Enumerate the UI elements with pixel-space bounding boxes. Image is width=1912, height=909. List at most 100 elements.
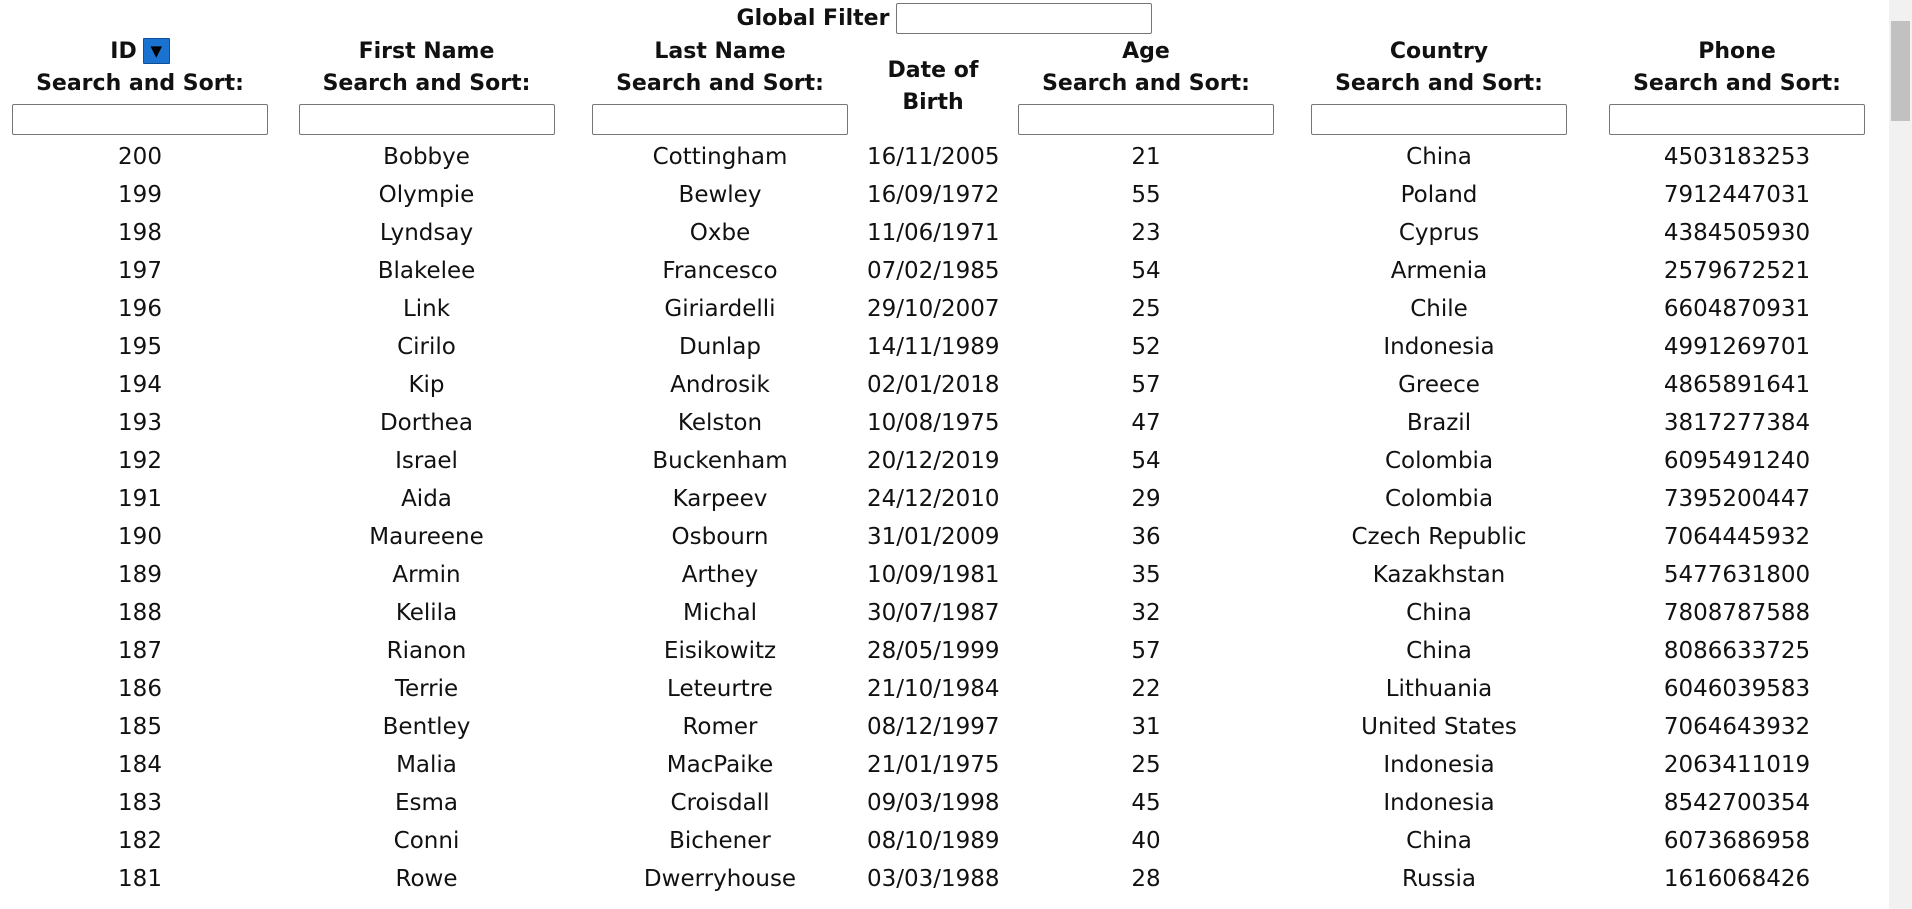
- cell-country: Armenia: [1390, 258, 1488, 284]
- column-header-id: ID ▼ Search and Sort:: [0, 36, 280, 138]
- cell-first-name: Link: [402, 296, 451, 322]
- cell-first-name: Aida: [401, 486, 452, 512]
- cell-phone: 3817277384: [1663, 410, 1811, 436]
- cell-first-name: Olympie: [378, 182, 475, 208]
- column-title-date-of-birth-line2: Birth: [902, 90, 964, 115]
- search-input-last-name[interactable]: [592, 104, 848, 135]
- cell-age: 47: [1131, 410, 1161, 436]
- column-header-last-name[interactable]: Last Name Search and Sort:: [573, 36, 867, 138]
- search-input-phone[interactable]: [1609, 104, 1865, 135]
- cell-date-of-birth: 16/11/2005: [867, 144, 1000, 170]
- cell-country: Greece: [1398, 372, 1480, 398]
- table-row: 200 Bobbye Cottingham 16/11/2005 21 China 4503…: [0, 138, 1889, 176]
- vertical-scrollbar[interactable]: [1889, 0, 1912, 909]
- cell-id: 185: [118, 714, 162, 740]
- table-row: 191 Aida Karpeev 24/12/2010 29 Colombia 739520…: [0, 480, 1889, 518]
- cell-country: Cyprus: [1398, 220, 1480, 246]
- cell-date-of-birth: 16/09/1972: [867, 182, 1000, 208]
- column-header-date-of-birth[interactable]: Date of Birth: [867, 36, 999, 138]
- cell-phone: 4384505930: [1663, 220, 1811, 246]
- cell-last-name: Dunlap: [679, 334, 761, 360]
- column-header-age[interactable]: Age Search and Sort:: [999, 36, 1293, 138]
- cell-last-name: Giriardelli: [664, 296, 776, 322]
- cell-date-of-birth: 08/10/1989: [867, 828, 1000, 854]
- cell-id: 189: [118, 562, 162, 588]
- cell-id: 199: [118, 182, 162, 208]
- cell-phone: 2579672521: [1663, 258, 1811, 284]
- cell-id: 198: [118, 220, 162, 246]
- cell-id: 192: [118, 448, 162, 474]
- cell-first-name: Maureene: [369, 524, 484, 550]
- column-subtitle-phone: Search and Sort:: [1633, 71, 1841, 96]
- cell-age: 57: [1131, 372, 1161, 398]
- cell-id: 193: [118, 410, 162, 436]
- cell-first-name: Conni: [393, 828, 460, 854]
- cell-country: Poland: [1400, 182, 1478, 208]
- table-row: 187 Rianon Eisikowitz 28/05/1999 57 China 8086…: [0, 632, 1889, 670]
- cell-last-name: Romer: [682, 714, 758, 740]
- search-input-country[interactable]: [1311, 104, 1567, 135]
- cell-first-name: Kelila: [395, 600, 458, 626]
- column-header-first-name[interactable]: First Name Search and Sort:: [280, 36, 573, 138]
- cell-date-of-birth: 28/05/1999: [867, 638, 1000, 664]
- search-input-age[interactable]: [1018, 104, 1274, 135]
- cell-first-name: Armin: [392, 562, 461, 588]
- cell-date-of-birth: 29/10/2007: [867, 296, 1000, 322]
- cell-country: Colombia: [1384, 486, 1494, 512]
- cell-last-name: Osbourn: [671, 524, 769, 550]
- cell-date-of-birth: 11/06/1971: [867, 220, 1000, 246]
- cell-phone: 4865891641: [1663, 372, 1811, 398]
- cell-last-name: Croisdall: [670, 790, 770, 816]
- cell-country: China: [1406, 828, 1472, 854]
- cell-first-name: Malia: [396, 752, 457, 778]
- cell-date-of-birth: 07/02/1985: [867, 258, 1000, 284]
- column-header-country[interactable]: Country Search and Sort:: [1293, 36, 1585, 138]
- cell-last-name: Bewley: [678, 182, 762, 208]
- cell-age: 25: [1131, 752, 1161, 778]
- column-title-first-name: First Name: [358, 39, 495, 64]
- cell-id: 181: [118, 866, 162, 892]
- cell-phone: 7064643932: [1663, 714, 1811, 740]
- cell-last-name: Arthey: [681, 562, 759, 588]
- global-filter-input[interactable]: [896, 2, 1153, 34]
- cell-first-name: Blakelee: [377, 258, 476, 284]
- sort-desc-icon[interactable]: ▼: [142, 38, 170, 64]
- scrollbar-thumb[interactable]: [1891, 21, 1910, 121]
- data-table: ID ▼ Search and Sort: First Name Search a…: [0, 36, 1889, 898]
- cell-country: Czech Republic: [1351, 524, 1527, 550]
- cell-first-name: Esma: [394, 790, 458, 816]
- cell-age: 25: [1131, 296, 1161, 322]
- table-row: 193 Dorthea Kelston 10/08/1975 47 Brazil 38172…: [0, 404, 1889, 442]
- cell-id: 196: [118, 296, 162, 322]
- cell-id: 187: [118, 638, 162, 664]
- column-title-id: ID: [110, 39, 137, 64]
- cell-age: 29: [1131, 486, 1161, 512]
- column-title-age: Age: [1122, 39, 1170, 64]
- cell-last-name: Buckenham: [652, 448, 788, 474]
- column-title-date-of-birth-line1: Date of: [887, 58, 979, 83]
- column-header-phone[interactable]: Phone Search and Sort:: [1585, 36, 1889, 138]
- cell-date-of-birth: 09/03/1998: [867, 790, 1000, 816]
- cell-id: 191: [118, 486, 162, 512]
- cell-first-name: Israel: [395, 448, 458, 474]
- cell-first-name: Bobbye: [383, 144, 470, 170]
- cell-date-of-birth: 31/01/2009: [867, 524, 1000, 550]
- cell-last-name: Bichener: [669, 828, 771, 854]
- header-row: ID ▼ Search and Sort: First Name Search a…: [0, 36, 1889, 138]
- cell-phone: 6604870931: [1663, 296, 1811, 322]
- cell-last-name: Francesco: [662, 258, 778, 284]
- cell-country: China: [1406, 144, 1472, 170]
- cell-last-name: Leteurtre: [667, 676, 773, 702]
- column-subtitle-country: Search and Sort:: [1335, 71, 1543, 96]
- cell-phone: 7912447031: [1663, 182, 1811, 208]
- cell-first-name: Lyndsay: [379, 220, 474, 246]
- cell-first-name: Cirilo: [397, 334, 456, 360]
- search-input-id[interactable]: [12, 104, 268, 135]
- cell-age: 55: [1131, 182, 1161, 208]
- cell-age: 40: [1131, 828, 1161, 854]
- search-input-first-name[interactable]: [298, 104, 555, 135]
- column-title-country: Country: [1389, 39, 1489, 64]
- cell-phone: 6046039583: [1663, 676, 1811, 702]
- cell-country: Brazil: [1406, 410, 1472, 436]
- cell-age: 35: [1131, 562, 1161, 588]
